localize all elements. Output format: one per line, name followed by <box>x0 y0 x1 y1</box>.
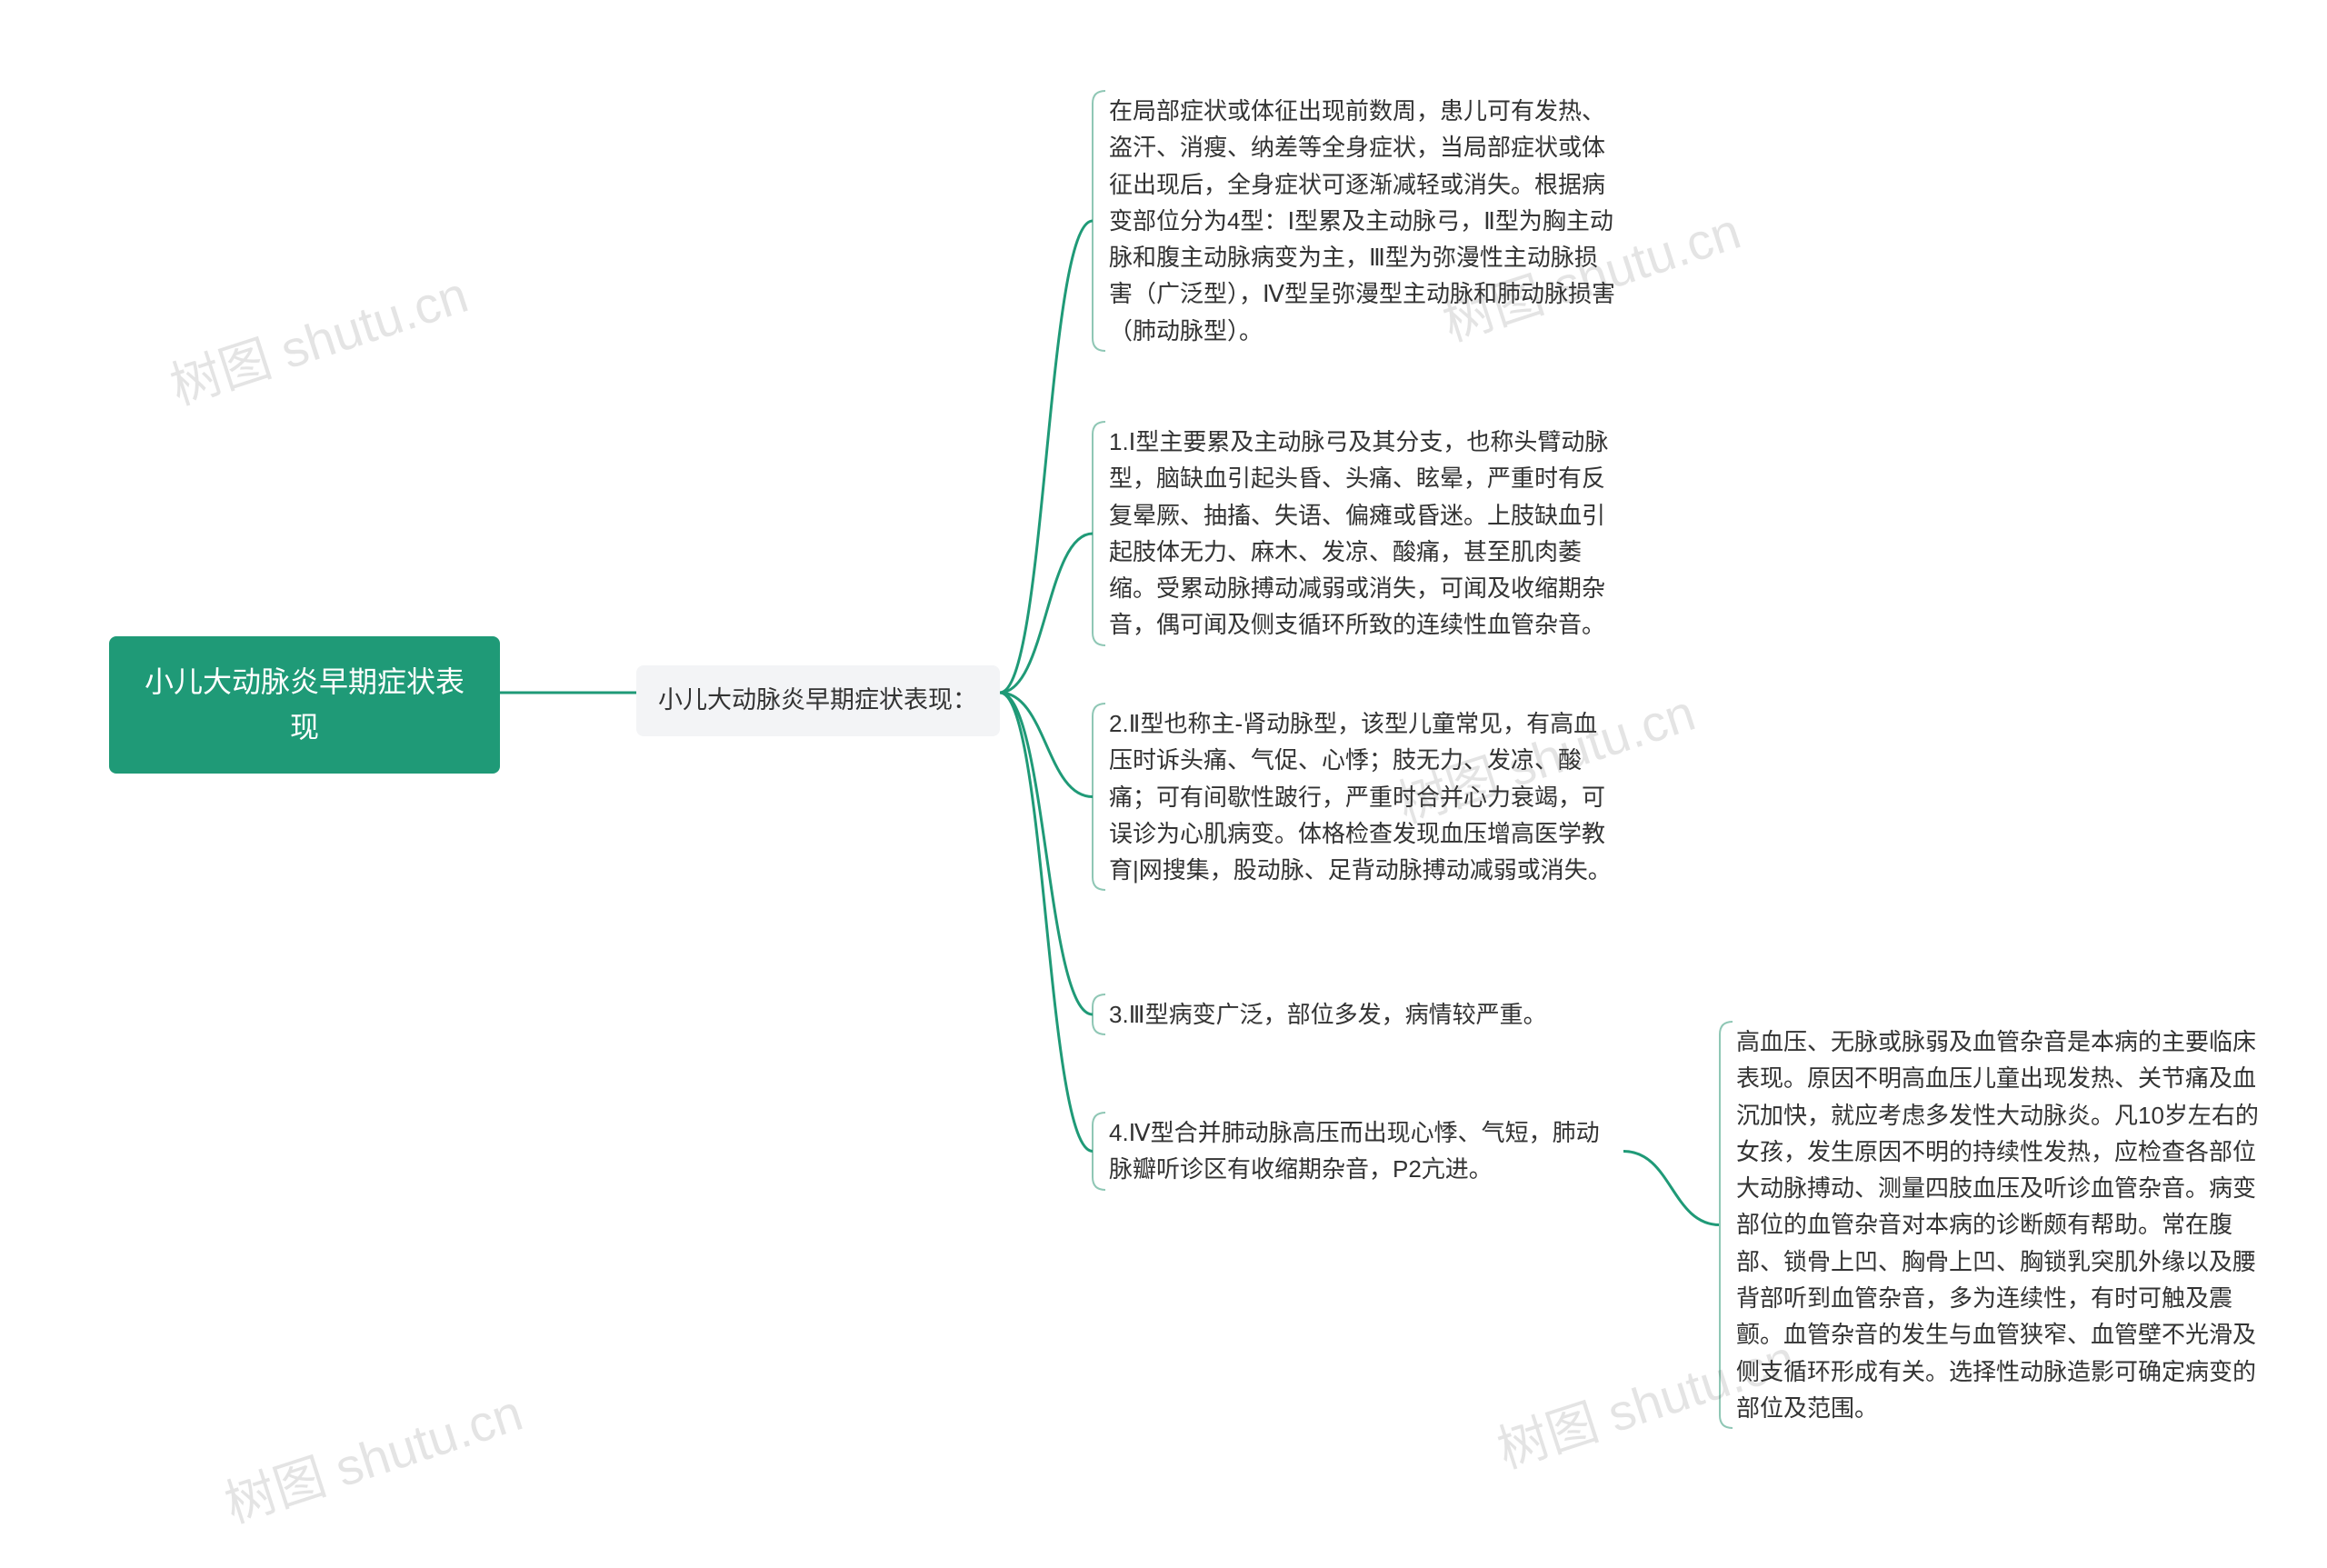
leaf4-detail-text: 高血压、无脉或脉弱及血管杂音是本病的主要临床表现。原因不明高血压儿童出现发热、关… <box>1736 1028 2259 1422</box>
level1-label: 小儿大动脉炎早期症状表现： <box>658 686 977 714</box>
leaf-node-4[interactable]: 4.Ⅳ型合并肺动脉高压而出现心悸、气短，肺动脉瓣听诊区有收缩期杂音，P2亢进。 <box>1109 1109 1618 1193</box>
leaf-node-1[interactable]: 1.Ⅰ型主要累及主动脉弓及其分支，也称头臂动脉型，脑缺血引起头昏、头痛、眩晕，严… <box>1109 418 1618 649</box>
leaf-text: 在局部症状或体征出现前数周，患儿可有发热、盗汗、消瘦、纳差等全身症状，当局部症状… <box>1109 97 1615 345</box>
leaf-text: 4.Ⅳ型合并肺动脉高压而出现心悸、气短，肺动脉瓣听诊区有收缩期杂音，P2亢进。 <box>1109 1119 1600 1183</box>
leaf-text: 2.Ⅱ型也称主-肾动脉型，该型儿童常见，有高血压时诉头痛、气促、心悸；肢无力、发… <box>1109 710 1612 884</box>
root-node[interactable]: 小儿大动脉炎早期症状表现 <box>109 636 500 774</box>
leaf-text: 3.Ⅲ型病变广泛，部位多发，病情较严重。 <box>1109 1001 1547 1028</box>
leaf-node-0[interactable]: 在局部症状或体征出现前数周，患儿可有发热、盗汗、消瘦、纳差等全身症状，当局部症状… <box>1109 87 1618 355</box>
level1-node[interactable]: 小儿大动脉炎早期症状表现： <box>636 665 1000 736</box>
root-label: 小儿大动脉炎早期症状表现 <box>145 665 464 744</box>
leaf4-detail-node[interactable]: 高血压、无脉或脉弱及血管杂音是本病的主要临床表现。原因不明高血压儿童出现发热、关… <box>1736 1018 2272 1432</box>
leaf-node-3[interactable]: 3.Ⅲ型病变广泛，部位多发，病情较严重。 <box>1109 991 1547 1038</box>
leaf-text: 1.Ⅰ型主要累及主动脉弓及其分支，也称头臂动脉型，脑缺血引起头昏、头痛、眩晕，严… <box>1109 428 1608 638</box>
leaf-node-2[interactable]: 2.Ⅱ型也称主-肾动脉型，该型儿童常见，有高血压时诉头痛、气促、心悸；肢无力、发… <box>1109 700 1618 894</box>
